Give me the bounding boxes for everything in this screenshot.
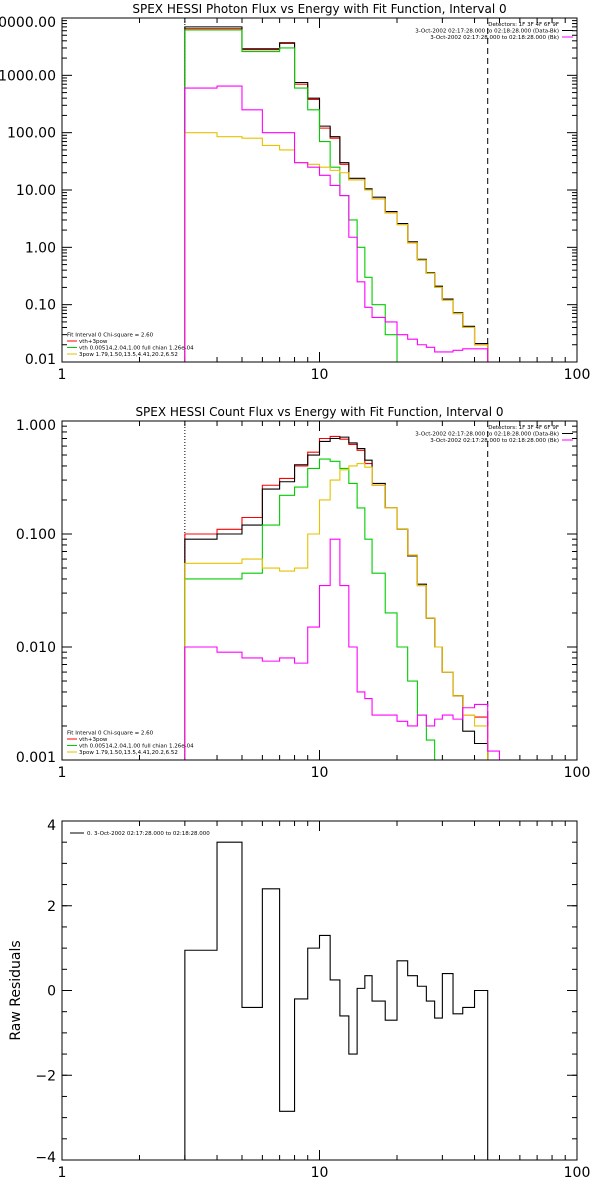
y-tick-label: 0.001	[16, 750, 56, 766]
legend-entry: vth+3pow	[79, 339, 108, 345]
legend-entry: vth+3pow	[79, 737, 108, 743]
y-tick-label: −4	[35, 1150, 56, 1166]
chart-title: SPEX HESSI Photon Flux vs Energy with Fi…	[132, 2, 506, 16]
y-tick-label: 0.01	[25, 352, 56, 368]
series-line-3pow	[184, 132, 489, 362]
series-line-vth-3pow	[184, 28, 489, 362]
x-tick-label: 10	[311, 1165, 329, 1181]
series-group	[184, 435, 501, 760]
plot-frame	[61, 820, 578, 1161]
y-tick-label: 1.00	[25, 240, 56, 256]
chart-1: SPEX HESSI Count Flux vs Energy with Fit…	[16, 405, 591, 781]
chart-2: 1 10 100 4 2 0 −2 −4 Raw Residuals 0. 3-Oct-2002 …	[8, 818, 590, 1181]
legend-entry: 3-Oct-2002 02:17:28.000 to 02:18:28.000 …	[415, 432, 559, 438]
chart-title: SPEX HESSI Count Flux vs Energy with Fit…	[135, 405, 503, 419]
series-line-3pow	[184, 463, 501, 760]
legend-entry: 3-Oct-2002 02:17:28.000 to 02:18:28.000 …	[415, 29, 559, 35]
y-axis-label: Raw Residuals	[8, 940, 24, 1040]
series-line-vth-3pow	[184, 435, 501, 760]
legend-entry: Fit Interval 0 Chi-square = 2.60	[67, 731, 154, 737]
legend-entry: 3pow 1.79,1.50,13.5,4.41,20.2,6.52	[79, 750, 178, 756]
y-tick-label: 100.00	[7, 126, 56, 142]
x-tick-label: 1	[58, 367, 67, 383]
series-line-bk	[184, 85, 489, 362]
y-tick-label: −2	[35, 1068, 56, 1084]
y-tick-label: 4	[47, 818, 56, 834]
legend-entry: 0. 3-Oct-2002 02:17:28.000 to 02:18:28.0…	[87, 831, 210, 837]
series-line-bk	[184, 538, 501, 760]
series-line-data	[184, 436, 501, 760]
y-tick-label: 0.010	[16, 640, 56, 656]
series-group	[184, 841, 489, 1160]
legend-entry: 3-Oct-2002 02:17:28.000 to 02:18:28.000 …	[430, 438, 559, 444]
y-tick-label: 2	[47, 899, 56, 915]
x-tick-label: 1	[58, 1165, 67, 1181]
series-line-0-3-oct-2002-02-17-28-000-to-02-18-28-000	[184, 841, 489, 1160]
series-group	[184, 26, 489, 362]
x-tick-label: 10	[311, 367, 329, 383]
series-line-vth	[184, 458, 443, 760]
series-line-data	[184, 26, 489, 362]
y-tick-label: 0.10	[25, 298, 56, 314]
x-tick-label: 10	[311, 765, 329, 781]
legend-entry: Detectors: 1F 3F 4F 6F 9F	[488, 22, 559, 28]
x-tick-label: 100	[564, 1165, 591, 1181]
x-tick-label: 100	[564, 765, 591, 781]
y-tick-label: 1.000	[16, 418, 56, 434]
legend-entry: Fit Interval 0 Chi-square = 2.60	[67, 333, 154, 339]
legend-entry: vth 0.00514,2.04,1.00 full chian 1.26e-0…	[79, 346, 194, 352]
y-tick-label: 1000.00	[0, 68, 56, 84]
y-tick-label: 0	[47, 984, 56, 1000]
plot-frame	[61, 17, 578, 363]
x-tick-label: 100	[564, 367, 591, 383]
series-line-vth	[184, 29, 409, 362]
legend-entry: vth 0.00514,2.04,1.00 full chian 1.26e-0…	[79, 744, 194, 750]
plot-frame	[61, 420, 578, 761]
chart-0: SPEX HESSI Photon Flux vs Energy with Fi…	[0, 2, 591, 383]
legend-entry: 3pow 1.79,1.50,13.5,4.41,20.2,6.52	[79, 352, 178, 358]
legend-entry: Detectors: 1F 3F 4F 6F 9F	[488, 425, 559, 431]
y-tick-label: 10.00	[16, 183, 56, 199]
legend-entry: 3-Oct-2002 02:17:28.000 to 02:18:28.000 …	[430, 35, 559, 41]
y-tick-label: 0.100	[16, 527, 56, 543]
x-tick-label: 1	[58, 765, 67, 781]
